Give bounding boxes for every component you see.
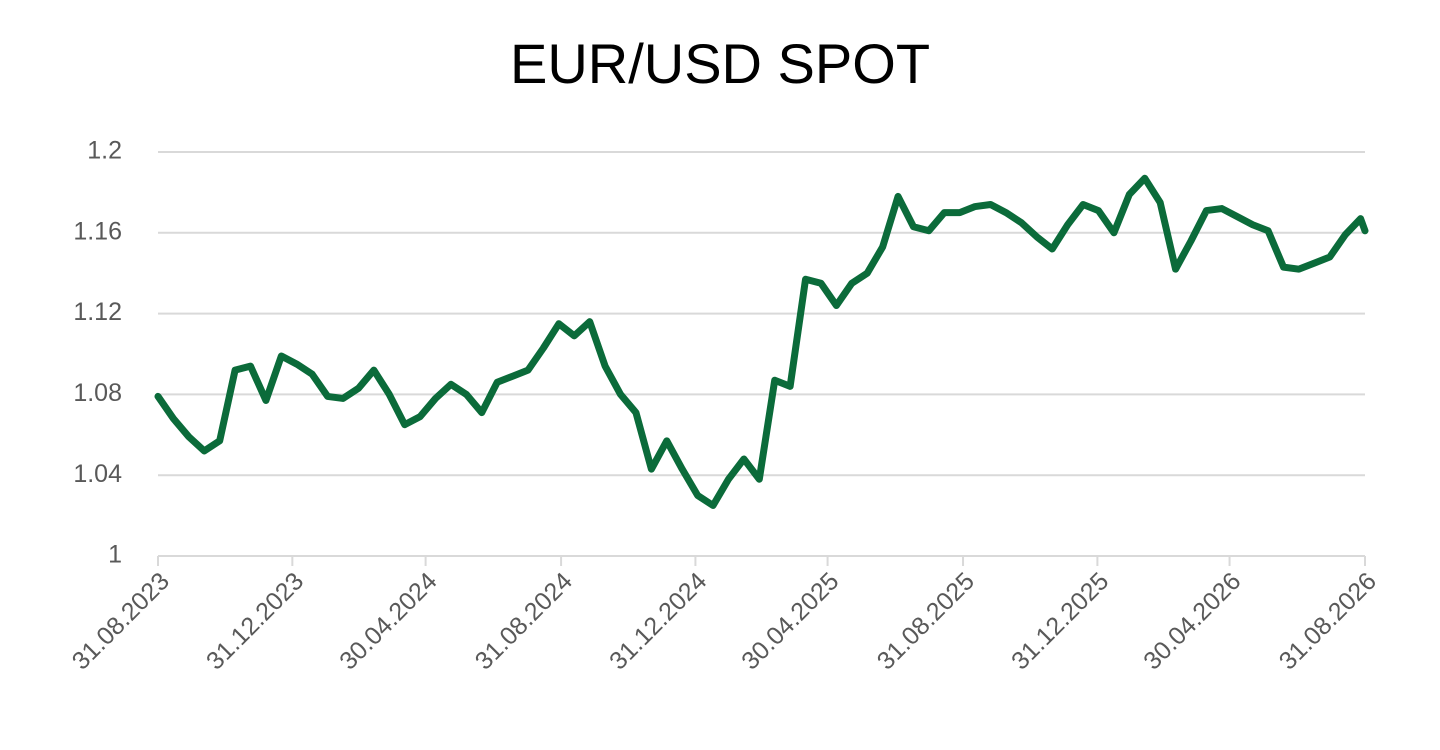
y-tick-label: 1.16 [73, 217, 122, 245]
chart-title: EUR/USD SPOT [510, 32, 930, 95]
x-tick-label: 31.12.2023 [201, 567, 309, 675]
y-tick-label: 1.04 [73, 460, 122, 488]
x-tick-label: 30.04.2025 [736, 567, 844, 675]
y-tick-label: 1 [108, 541, 122, 569]
y-tick-label: 1.2 [87, 137, 122, 165]
x-tick-label: 31.12.2024 [604, 567, 712, 675]
x-tick-label: 30.04.2026 [1138, 567, 1246, 675]
price-line [154, 174, 1369, 509]
y-tick-label: 1.12 [73, 298, 122, 326]
x-tick-label: 31.08.2026 [1274, 567, 1382, 675]
x-tick-label: 31.08.2023 [67, 567, 175, 675]
x-tick-label: 30.04.2024 [334, 567, 442, 675]
x-tick-label: 31.08.2025 [872, 567, 980, 675]
y-tick-label: 1.08 [73, 379, 122, 407]
x-tick-label: 31.08.2024 [470, 567, 578, 675]
x-tick-label: 31.12.2025 [1006, 567, 1114, 675]
